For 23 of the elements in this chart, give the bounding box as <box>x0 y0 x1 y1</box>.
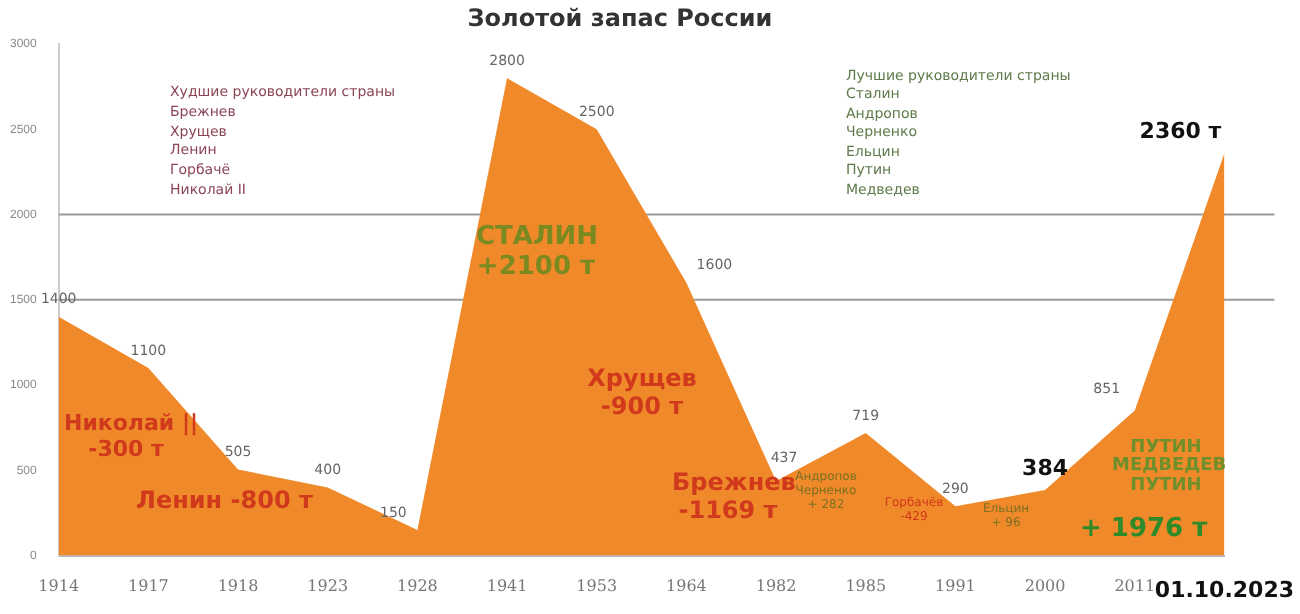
x-tick-label: 1985 <box>845 577 887 596</box>
data-label: 384 <box>1022 454 1069 481</box>
chart-title: Золотой запас России <box>465 4 775 34</box>
x-tick-label: 01.10.2023 <box>1154 576 1295 603</box>
x-tick-label: 1982 <box>755 577 797 596</box>
annotation: Хрущев -900 т <box>586 364 698 422</box>
annotation: Брежнев -1169 т <box>672 468 796 526</box>
x-tick-label: 1941 <box>486 577 528 596</box>
x-tick-label: 1991 <box>935 577 976 596</box>
annotation: СТАЛИН +2100 т <box>476 222 599 284</box>
x-tick-label: 2011 <box>1114 577 1156 596</box>
annotation: Ленин -800 т <box>136 486 313 516</box>
data-label: 2360 т <box>1139 117 1223 144</box>
x-tick-label: 1917 <box>128 577 169 596</box>
annotation: Николай || -300 т <box>64 410 198 463</box>
x-tick-label: 2000 <box>1024 577 1066 596</box>
x-tick-label: 1953 <box>576 577 618 596</box>
x-tick-label: 1914 <box>38 577 80 596</box>
x-tick-label: 1964 <box>666 577 707 596</box>
x-tick-label: 1918 <box>217 577 259 596</box>
annotation: + 1976 т <box>1080 514 1208 546</box>
x-tick-label: 1923 <box>307 577 349 596</box>
x-tick-label: 1928 <box>397 577 438 596</box>
